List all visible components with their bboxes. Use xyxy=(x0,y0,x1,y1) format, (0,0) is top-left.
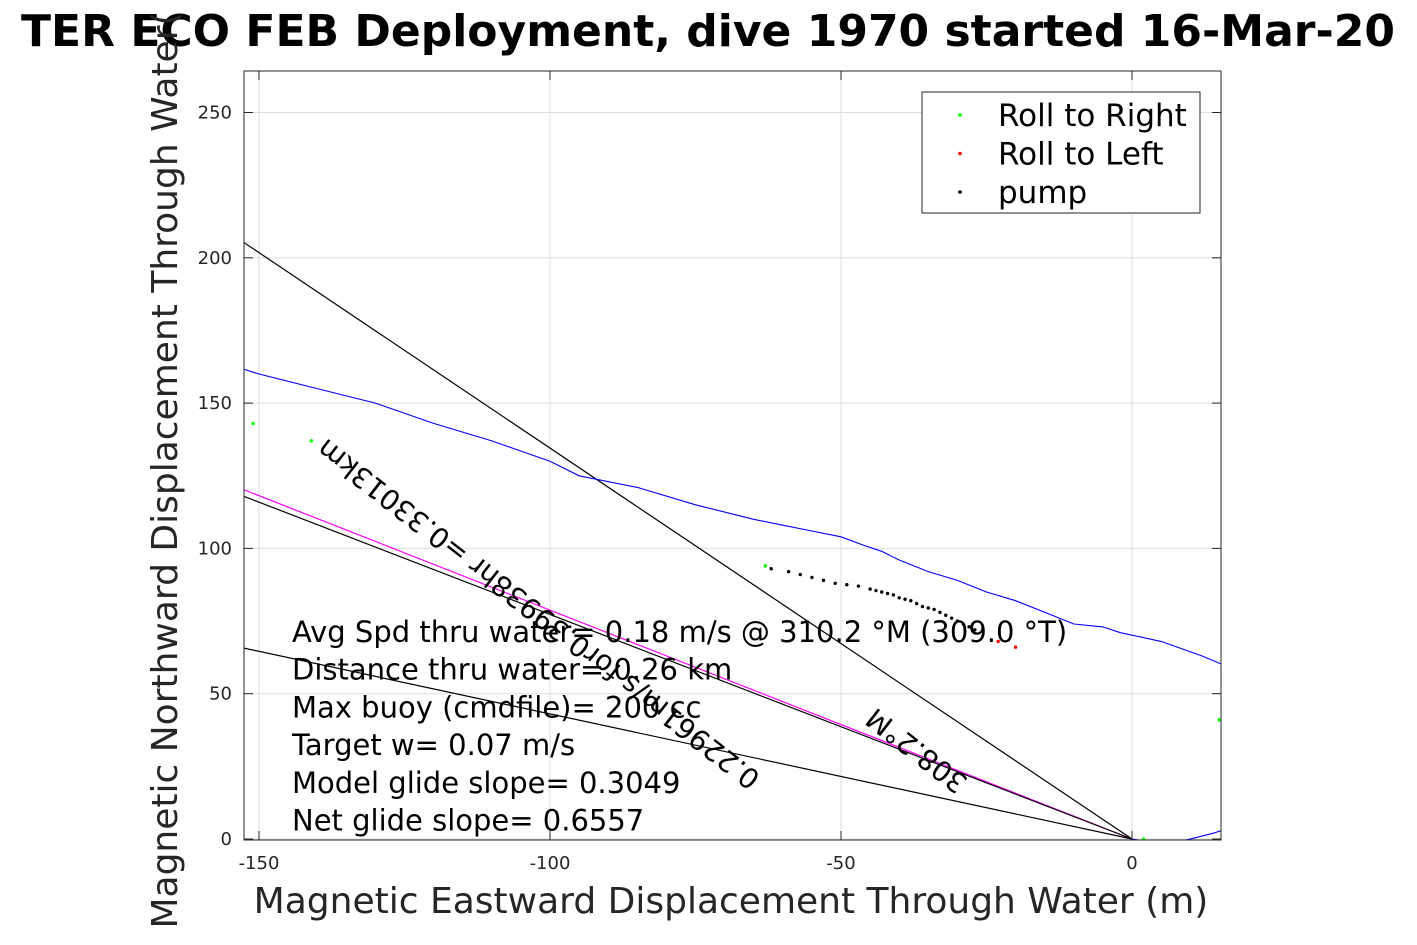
pump-point xyxy=(868,587,872,591)
pump-point xyxy=(897,596,901,600)
pump-point xyxy=(891,593,896,597)
stat-line: Distance thru water= 0.26 km xyxy=(292,653,732,687)
roll-to-right-point xyxy=(1217,718,1221,722)
y-tick-label: 100 xyxy=(198,538,232,559)
x-tick-label: 0 xyxy=(1126,853,1137,874)
roll-to-right-point xyxy=(763,564,768,568)
pump-point xyxy=(914,601,919,606)
pump-point xyxy=(798,572,802,577)
pump-point xyxy=(885,591,890,596)
grid xyxy=(244,71,1221,840)
roll-to-right-point xyxy=(1141,837,1146,840)
legend-label: pump xyxy=(998,175,1087,211)
y-tick-label: 50 xyxy=(209,684,232,705)
stat-line: Avg Spd thru water= 0.18 m/s @ 310.2 °M … xyxy=(292,615,1067,649)
y-tick-label: 250 xyxy=(198,103,232,124)
stat-line: Max buoy (cmdfile)= 200 cc xyxy=(292,690,701,724)
y-tick-label: 150 xyxy=(198,393,232,414)
pump-point xyxy=(833,581,837,585)
y-axis-ticks: 0 50 100 150 200 250 xyxy=(198,103,1221,850)
legend-marker xyxy=(958,113,962,117)
pump-point xyxy=(845,583,849,587)
reference-line xyxy=(244,495,1133,840)
y-tick-label: 200 xyxy=(198,248,232,269)
roll-to-right-point xyxy=(309,439,314,443)
roll-to-right-point xyxy=(251,421,255,426)
pump-point xyxy=(810,575,814,580)
pump-point xyxy=(926,606,930,610)
reference-lines xyxy=(244,241,1133,840)
y-axis-label: Magnetic Northward Displacement Through … xyxy=(145,11,186,928)
dive-track-line xyxy=(244,368,1221,840)
stat-line: Target w= 0.07 m/s xyxy=(291,728,575,762)
roll-to-left-point xyxy=(1013,645,1018,649)
legend-label: Roll to Right xyxy=(998,98,1187,134)
pump-point xyxy=(880,590,884,594)
x-axis-ticks: -300-250-200-150-100-500 xyxy=(239,71,1138,874)
pump-point xyxy=(909,599,913,603)
legend-label: Roll to Left xyxy=(998,137,1164,173)
pump-point xyxy=(973,628,977,632)
roll-to-left-point xyxy=(996,639,1000,644)
pump-point xyxy=(967,625,971,629)
pump-point xyxy=(938,610,942,615)
pump-point xyxy=(874,588,878,593)
plot-frame xyxy=(243,70,1222,841)
pump-point xyxy=(955,619,960,623)
y-tick-label: 0 xyxy=(221,829,232,850)
chart-title: TER ECO FEB Deployment, dive 1970 starte… xyxy=(21,6,1395,57)
pump-point xyxy=(920,604,925,609)
legend-marker xyxy=(958,190,962,194)
pump-point xyxy=(769,567,773,571)
pump-point xyxy=(821,578,826,583)
pump-point xyxy=(903,597,907,601)
reference-line xyxy=(244,489,1133,840)
track-line xyxy=(244,368,1221,840)
x-tick-label: -50 xyxy=(826,853,855,874)
pump-point xyxy=(786,569,791,574)
x-axis-label: Magnetic Eastward Displacement Through W… xyxy=(254,881,1209,922)
data-points xyxy=(251,421,1221,840)
pump-point xyxy=(944,613,948,617)
pump-point xyxy=(856,584,861,588)
stat-line: Model glide slope= 0.3049 xyxy=(292,766,680,800)
pump-point xyxy=(949,616,954,620)
stats-text: Avg Spd thru water= 0.18 m/s @ 310.2 °M … xyxy=(291,615,1067,838)
pump-point xyxy=(932,607,936,612)
legend-marker xyxy=(958,151,962,156)
x-tick-label: -100 xyxy=(530,853,571,874)
legend-box xyxy=(921,91,1201,214)
reference-line xyxy=(244,241,1133,840)
x-tick-label: -150 xyxy=(239,853,280,874)
reference-line xyxy=(244,647,1133,840)
pump-point xyxy=(961,622,965,626)
stat-line: Net glide slope= 0.6557 xyxy=(292,804,644,838)
